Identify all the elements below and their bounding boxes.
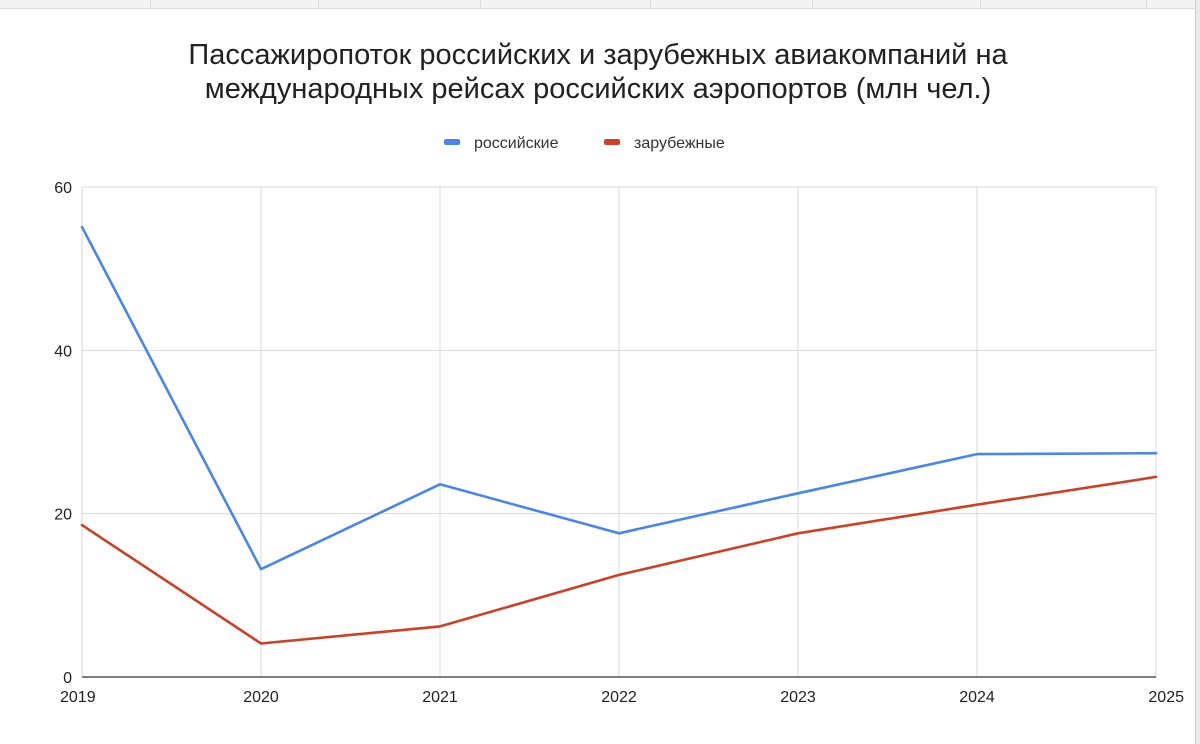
window-edge [1195, 0, 1200, 744]
legend-label: зарубежные [634, 135, 725, 152]
grid [81, 186, 1157, 677]
legend-swatch [604, 139, 620, 145]
x-tick-label: 2021 [422, 689, 458, 706]
chart-title: Пассажиропоток российских и зарубежных а… [188, 39, 1008, 105]
y-tick-label: 20 [54, 507, 72, 524]
series-line-russian [80, 225, 1158, 571]
x-tick-label: 2022 [601, 689, 637, 706]
x-tick-label: 2020 [243, 689, 279, 706]
legend-swatch [444, 139, 460, 145]
axes: 0 20 40 60 2019 2020 2021 2022 2023 2024 2025 [54, 180, 1184, 706]
y-tick-label: 0 [63, 670, 72, 687]
legend-label: российские [474, 135, 559, 152]
series-lines [80, 225, 1158, 645]
series-line-foreign [80, 475, 1158, 645]
x-tick-label: 2024 [959, 689, 995, 706]
x-tick-label: 2019 [60, 689, 96, 706]
spreadsheet-header-strip [0, 0, 1200, 9]
x-tick-label: 2023 [780, 689, 816, 706]
x-tick-label: 2025 [1148, 689, 1184, 706]
y-tick-label: 60 [54, 180, 72, 197]
y-tick-label: 40 [54, 343, 72, 360]
legend: российские зарубежные [444, 135, 725, 152]
